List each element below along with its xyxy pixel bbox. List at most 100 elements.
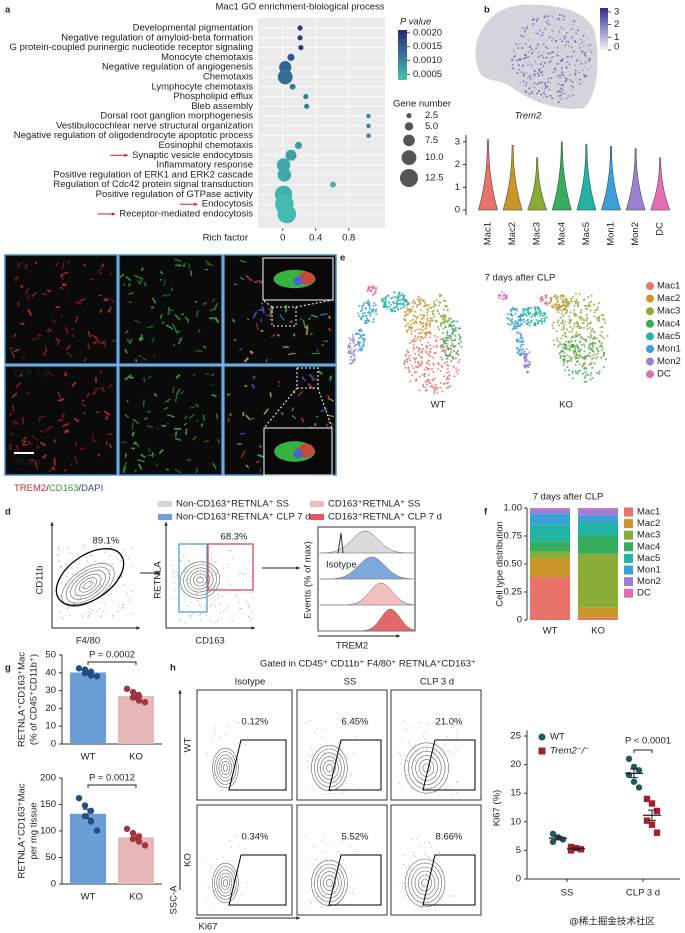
- image-texture: [201, 301, 207, 306]
- umap-cell: [429, 322, 432, 325]
- umap-cell: [539, 300, 542, 303]
- umap-cell: [574, 69, 577, 72]
- size-legend-label: 2.5: [425, 110, 438, 121]
- umap-cell: [430, 384, 433, 387]
- gate-percent: 5.52%: [342, 832, 369, 843]
- dot: [277, 204, 297, 224]
- event: [177, 547, 179, 549]
- event: [354, 784, 356, 786]
- umap-cell: [428, 325, 431, 328]
- image-texture: [129, 338, 133, 343]
- dot: [277, 168, 292, 182]
- umap-cell: [519, 29, 522, 32]
- umap-cell: [535, 19, 538, 22]
- event: [180, 559, 182, 561]
- event: [80, 598, 82, 600]
- umap-cell: [563, 348, 566, 351]
- umap-cell: [576, 344, 579, 347]
- umap-cell: [602, 354, 605, 357]
- umap-cell: [524, 56, 527, 59]
- umap-cell: [351, 339, 354, 342]
- umap-cell: [411, 340, 414, 343]
- umap-cell: [562, 308, 565, 311]
- image-texture: [78, 298, 86, 303]
- umap-cell: [405, 313, 408, 316]
- umap-cell: [551, 324, 554, 327]
- umap-cell: [584, 52, 586, 54]
- umap-cell: [602, 365, 605, 368]
- event: [406, 873, 408, 875]
- umap-cell: [555, 85, 558, 88]
- image-texture: [239, 259, 247, 263]
- umap-cell: [535, 47, 538, 50]
- umap-cell: [549, 96, 552, 99]
- event: [307, 766, 309, 768]
- umap-cell: [571, 377, 574, 380]
- image-texture: [153, 354, 156, 357]
- umap-cell: [445, 360, 448, 363]
- umap-cell: [514, 322, 517, 325]
- umap-cell: [565, 343, 568, 346]
- event: [199, 614, 201, 616]
- image-texture: [189, 406, 196, 409]
- umap-cell: [541, 315, 544, 318]
- umap-cell: [562, 342, 565, 345]
- umap-cell: [562, 304, 565, 307]
- image-texture: [66, 344, 71, 350]
- umap-cell: [594, 309, 597, 312]
- contour: [189, 570, 211, 590]
- umap-cell: [427, 331, 430, 334]
- umap-cell: [562, 326, 565, 329]
- stain-part: /: [46, 483, 49, 494]
- error-bar: [630, 768, 638, 779]
- umap-cell: [520, 348, 523, 351]
- umap-cell: [410, 330, 413, 333]
- image-texture: [99, 370, 103, 374]
- umap-cell: [407, 357, 410, 360]
- event: [428, 724, 430, 726]
- umap-cell: [518, 64, 521, 67]
- event: [353, 753, 355, 755]
- umap-cell: [563, 81, 566, 84]
- umap-cell: [523, 357, 526, 360]
- image-texture: [41, 292, 48, 296]
- umap-cell: [403, 299, 406, 302]
- umap-cell: [367, 287, 370, 290]
- umap-cell: [525, 61, 528, 64]
- image-texture: [43, 430, 46, 433]
- umap-cell: [582, 326, 585, 329]
- umap-cell: [547, 19, 550, 22]
- contour: [212, 862, 239, 904]
- umap-cell: [538, 68, 541, 71]
- umap-cell: [429, 347, 432, 350]
- event: [71, 567, 73, 569]
- event: [234, 834, 236, 836]
- image-texture: [258, 445, 262, 448]
- umap-cell: [360, 318, 363, 321]
- event: [217, 619, 219, 621]
- event: [354, 849, 356, 851]
- umap-cell: [568, 44, 571, 47]
- umap-cell: [577, 322, 580, 325]
- image-texture: [186, 458, 191, 462]
- umap-cell: [563, 351, 566, 354]
- umap-cell: [559, 356, 562, 359]
- umap-cell: [434, 388, 437, 391]
- umap-cell: [448, 317, 451, 320]
- size-legend-dot: [404, 122, 414, 131]
- umap-cell: [432, 300, 435, 303]
- event: [455, 781, 457, 783]
- umap-cell: [583, 40, 585, 43]
- umap-cell: [561, 68, 564, 71]
- umap-cell: [438, 295, 441, 298]
- event: [179, 619, 181, 621]
- event: [334, 782, 336, 784]
- umap-cell: [365, 314, 368, 317]
- event: [452, 751, 454, 753]
- event: [77, 599, 79, 601]
- umap-cell: [527, 56, 530, 59]
- event: [109, 555, 111, 557]
- umap-cell: [423, 305, 426, 308]
- umap-cell: [367, 320, 370, 323]
- event: [192, 612, 194, 614]
